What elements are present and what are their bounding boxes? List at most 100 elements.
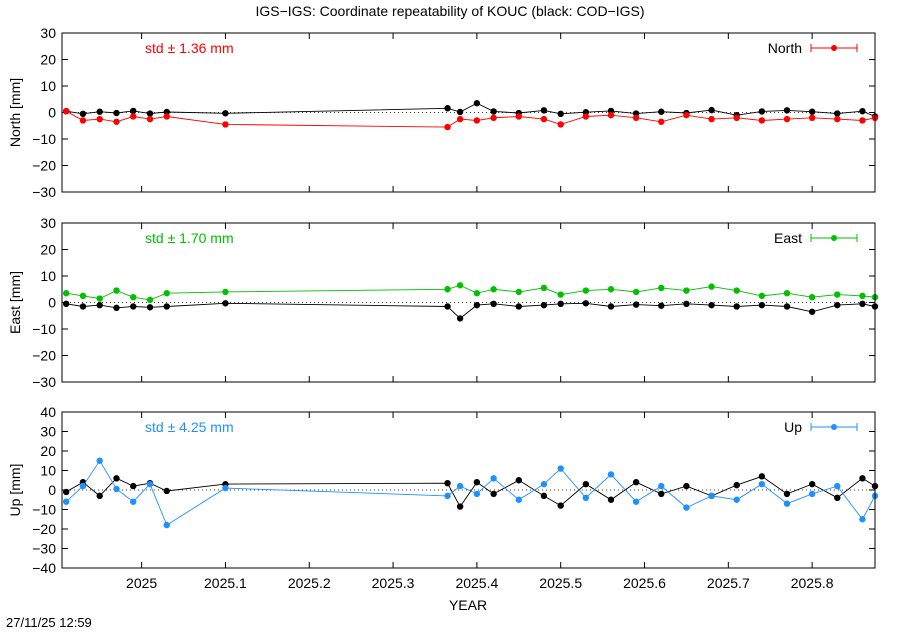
- data-point-igs: [758, 292, 766, 300]
- data-point-reference: [163, 487, 170, 495]
- y-tick-label: 30: [40, 424, 56, 440]
- x-tick-label: 2025.8: [791, 575, 834, 591]
- data-point-reference: [540, 301, 548, 309]
- plot-frame: [61, 32, 876, 193]
- data-point-reference: [444, 105, 451, 112]
- data-point-igs: [557, 291, 564, 298]
- data-point-igs: [444, 286, 451, 293]
- data-point-igs: [490, 286, 497, 293]
- y-tick-label: 10: [40, 78, 56, 94]
- data-point-igs: [859, 292, 866, 300]
- data-point-reference: [490, 108, 497, 115]
- data-point-reference: [557, 110, 564, 118]
- series-line-reference: [65, 475, 876, 508]
- data-point-reference: [834, 110, 841, 117]
- data-point-igs: [146, 480, 154, 488]
- timestamp: 27/11/25 12:59: [6, 615, 92, 630]
- x-axis-label: YEAR: [449, 597, 487, 613]
- data-point-reference: [540, 107, 548, 114]
- data-point-reference: [79, 303, 87, 310]
- data-point-reference: [859, 475, 866, 482]
- data-point-igs: [444, 492, 451, 500]
- x-tick-label: 2025.6: [623, 575, 666, 591]
- y-tick-label: 20: [40, 52, 56, 68]
- series-line-igs: [65, 110, 876, 128]
- data-point-reference: [783, 490, 791, 498]
- data-point-igs: [515, 113, 522, 120]
- x-tick-label: 2025.3: [372, 575, 415, 591]
- data-point-igs: [607, 286, 615, 293]
- data-point-igs: [808, 294, 816, 301]
- data-point-igs: [708, 283, 715, 290]
- x-tick-label: 2025.1: [204, 575, 247, 591]
- data-point-igs: [456, 482, 464, 490]
- data-point-reference: [96, 301, 103, 309]
- x-tick-label: 2025.7: [707, 575, 750, 591]
- data-point-igs: [758, 117, 766, 124]
- data-point-reference: [834, 301, 841, 309]
- data-point-igs: [163, 290, 170, 297]
- data-point-reference: [632, 301, 640, 308]
- data-point-reference: [733, 481, 740, 489]
- data-point-reference: [130, 303, 137, 310]
- data-point-igs: [540, 284, 548, 292]
- data-point-igs: [163, 113, 170, 120]
- data-point-igs: [456, 282, 464, 289]
- data-point-igs: [632, 114, 640, 122]
- data-point-igs: [683, 504, 690, 511]
- data-point-igs: [540, 480, 548, 488]
- data-point-igs: [733, 287, 740, 294]
- data-point-igs: [130, 294, 137, 301]
- data-point-reference: [515, 303, 522, 310]
- data-point-igs: [473, 490, 481, 498]
- data-point-reference: [444, 303, 451, 310]
- data-point-reference: [456, 503, 464, 510]
- data-point-reference: [473, 301, 481, 309]
- data-point-reference: [708, 106, 715, 114]
- std-annotation: std ± 1.36 mm: [145, 40, 234, 56]
- data-point-reference: [130, 107, 137, 115]
- data-point-igs: [683, 111, 690, 119]
- legend-marker: [831, 45, 837, 51]
- data-point-igs: [658, 284, 665, 292]
- data-point-igs: [834, 115, 841, 123]
- data-point-reference: [146, 110, 154, 117]
- data-point-igs: [146, 115, 154, 123]
- data-point-reference: [783, 303, 791, 310]
- data-point-reference: [834, 494, 841, 501]
- data-point-igs: [607, 111, 615, 119]
- data-point-reference: [582, 300, 590, 307]
- data-point-igs: [96, 295, 103, 302]
- data-point-reference: [113, 109, 120, 117]
- data-point-igs: [582, 287, 590, 294]
- series-line-reference: [66, 102, 876, 117]
- std-annotation: std ± 1.70 mm: [145, 230, 234, 246]
- chart-title: IGS−IGS: Coordinate repeatability of KOU…: [255, 3, 644, 19]
- data-point-reference: [808, 108, 816, 115]
- y-tick-label: −30: [32, 184, 56, 200]
- y-axis-label: Up [mm]: [7, 464, 23, 517]
- series-line-reference: [66, 302, 876, 319]
- data-point-reference: [130, 482, 137, 490]
- data-point-reference: [607, 496, 615, 503]
- y-tick-label: −30: [32, 374, 56, 390]
- data-point-igs: [607, 471, 615, 478]
- data-point-reference: [163, 303, 170, 310]
- data-point-igs: [733, 496, 740, 503]
- data-point-reference: [113, 304, 120, 311]
- data-point-igs: [130, 113, 137, 120]
- data-point-igs: [808, 490, 816, 498]
- data-point-igs: [62, 107, 70, 115]
- data-point-igs: [79, 482, 87, 490]
- legend-marker: [831, 424, 837, 430]
- data-point-reference: [783, 107, 791, 114]
- data-point-igs: [113, 485, 120, 493]
- y-tick-label: −10: [32, 502, 56, 518]
- data-point-reference: [62, 488, 70, 496]
- data-point-igs: [490, 114, 497, 122]
- x-tick-label: 2025: [126, 575, 157, 591]
- y-tick-label: 30: [40, 25, 56, 41]
- data-point-igs: [783, 115, 791, 123]
- data-point-reference: [557, 300, 564, 308]
